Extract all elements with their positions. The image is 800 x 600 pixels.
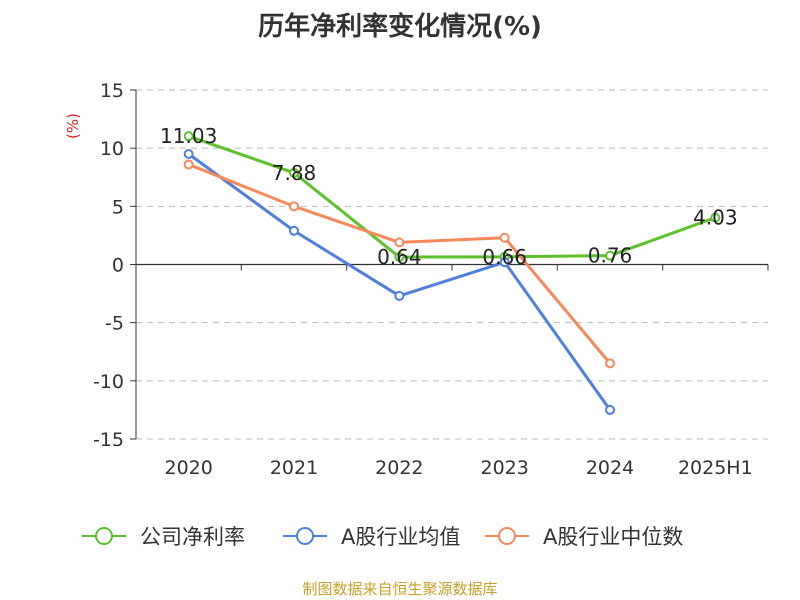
legend-marker [296, 527, 314, 545]
data-point[interactable] [499, 257, 510, 268]
legend-label: A股行业中位数 [543, 525, 683, 549]
x-tick-label: 2025H1 [678, 457, 753, 479]
data-point[interactable] [183, 148, 194, 159]
y-tick-label: 15 [100, 80, 124, 102]
data-label-layer: 11.03 7.88 0.64 0.66 0.76 4.03 [160, 124, 738, 269]
series-line [188, 134, 716, 259]
data-label: 4.03 [693, 206, 738, 230]
x-tick-label: 2022 [375, 457, 423, 479]
legend-marker [95, 527, 113, 545]
x-tick-label: 2023 [480, 457, 528, 479]
data-point[interactable] [394, 290, 405, 301]
legend-label: A股行业均值 [341, 525, 460, 549]
x-tick-label: 2020 [164, 457, 212, 479]
data-point[interactable] [710, 212, 721, 223]
data-point[interactable] [394, 237, 405, 248]
data-point[interactable] [183, 159, 194, 170]
legend[interactable]: 公司净利率 A股行业均值 A股行业中位数 [82, 525, 683, 549]
x-tick-label: 2021 [270, 457, 318, 479]
data-point[interactable] [605, 404, 615, 415]
legend-item[interactable]: A股行业均值 [283, 525, 460, 549]
legend-marker [498, 527, 516, 545]
data-label: 0.66 [482, 245, 527, 269]
data-point[interactable] [289, 201, 299, 212]
series-layer [183, 131, 721, 415]
chart-title: 历年净利率变化情况(%) [258, 12, 542, 42]
y-tick-label: -10 [93, 371, 124, 393]
y-tick-label: 5 [112, 196, 124, 218]
data-label: 0.76 [588, 244, 633, 268]
source-note: 制图数据来自恒生聚源数据库 [302, 580, 498, 598]
axis-layer: 15 10 5 0 -5 -10 -15 2020 2021 2022 2023 2024 2025H1… [64, 80, 769, 479]
data-point[interactable] [183, 131, 194, 142]
data-point[interactable] [394, 252, 405, 263]
y-axis-label: (%) [64, 113, 82, 139]
legend-item[interactable]: A股行业中位数 [485, 525, 683, 549]
legend-item[interactable]: 公司净利率 [82, 525, 245, 549]
y-tick-label: 0 [112, 255, 124, 277]
x-tick-label: 2024 [586, 457, 634, 479]
data-label: 11.03 [160, 124, 217, 148]
data-label: 0.64 [377, 245, 422, 269]
data-point[interactable] [499, 232, 510, 243]
data-point[interactable] [289, 167, 299, 178]
legend-label: 公司净利率 [140, 525, 245, 549]
data-point[interactable] [605, 358, 615, 369]
data-point[interactable] [289, 225, 299, 236]
data-point[interactable] [605, 250, 615, 261]
series-line [187, 152, 612, 411]
data-label: 7.88 [272, 161, 317, 185]
y-tick-label: -15 [93, 429, 124, 451]
y-tick-label: -5 [105, 313, 124, 335]
y-tick-label: 10 [100, 138, 124, 160]
